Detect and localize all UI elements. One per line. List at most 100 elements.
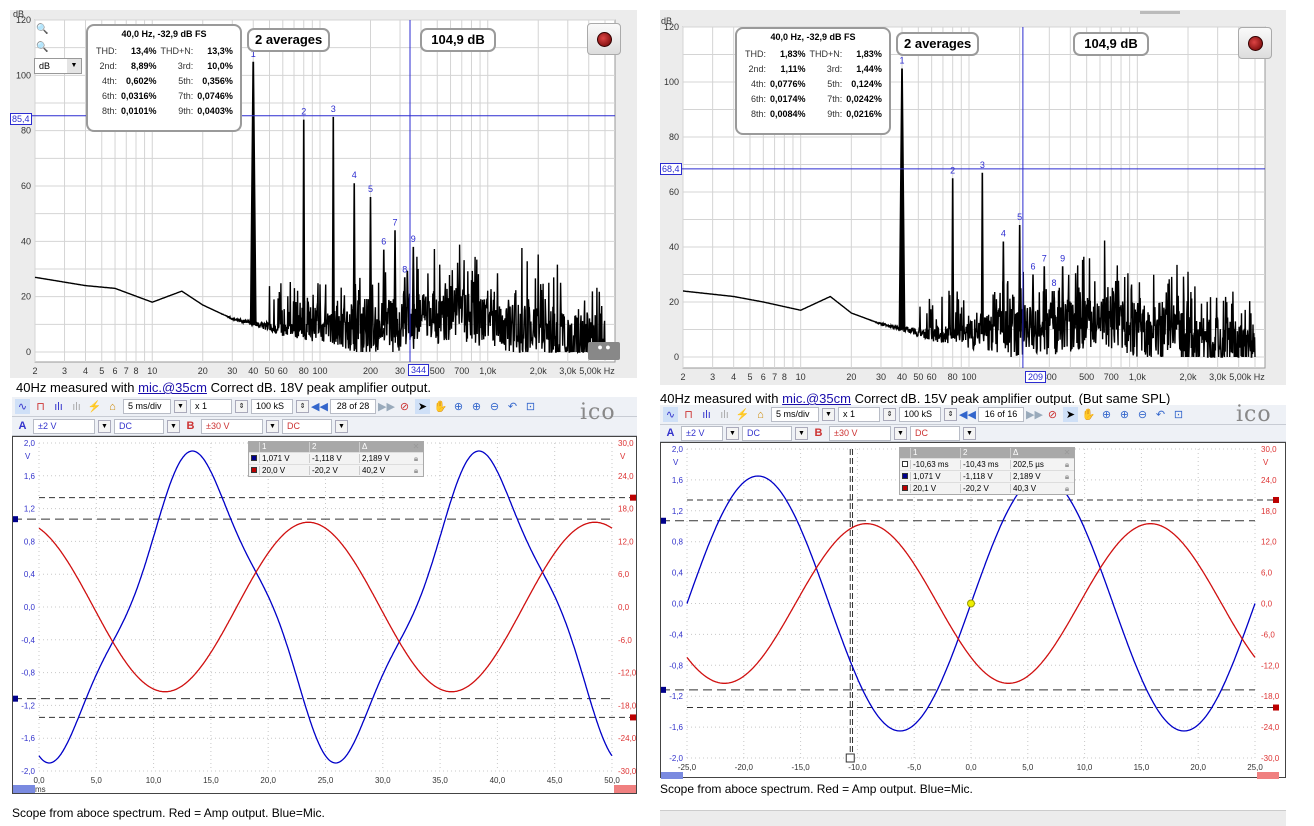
timebase-select[interactable]: 5 ms/div: [123, 399, 171, 414]
lock-icon[interactable]: 🔒︎: [413, 453, 419, 463]
trigger-icon[interactable]: ⚡: [87, 401, 102, 413]
next-buffer-icon[interactable]: ▶▶: [1026, 409, 1043, 421]
stop-button[interactable]: [587, 23, 621, 55]
zoom-fit-icon[interactable]: ⊡: [525, 401, 536, 413]
channel-b-range[interactable]: ±30 V: [201, 418, 263, 434]
spin-icon[interactable]: ⇕: [235, 400, 248, 413]
hand-icon[interactable]: ✋: [433, 401, 448, 413]
zoom-out-icon[interactable]: 🔍: [36, 42, 49, 53]
spin-icon[interactable]: ⇕: [883, 408, 896, 421]
buffer-index[interactable]: 16 of 16: [978, 407, 1024, 422]
close-icon[interactable]: ✕: [412, 442, 420, 451]
math-icon[interactable]: ılı: [72, 400, 81, 413]
mic-link[interactable]: mic.@35cm: [782, 391, 851, 406]
channel-b-icon[interactable]: B: [814, 427, 823, 439]
chevron-down-icon[interactable]: ▼: [726, 426, 739, 440]
channel-b-coupling[interactable]: DC: [910, 425, 960, 441]
persistence-mode-icon[interactable]: ⊓: [684, 409, 693, 421]
chevron-down-icon[interactable]: ▼: [266, 419, 279, 433]
lock-icon[interactable]: 🔒︎: [413, 465, 419, 475]
undo-zoom-icon[interactable]: ↶: [507, 401, 518, 413]
cursor-table[interactable]: 1 2 Δ ✕ -10,63 ms -10,43 ms 202,5 µs 🔒︎ 1,071 V-…: [899, 447, 1075, 495]
undo-zoom-icon[interactable]: ↶: [1155, 409, 1166, 421]
channel-a-range[interactable]: ±2 V: [33, 418, 95, 434]
zoom-out-icon[interactable]: ⊖: [1137, 409, 1148, 421]
home-icon[interactable]: ⌂: [757, 408, 764, 421]
cursor-table[interactable]: 1 2 Δ ✕ 1,071 V -1,118 V 2,189 V 🔒︎ 20,0 V -20,2 …: [248, 441, 424, 477]
channel-a-coupling[interactable]: DC: [114, 418, 164, 434]
x-tick-label: 2,0k: [530, 366, 548, 376]
chevron-down-icon[interactable]: ▼: [894, 426, 907, 440]
stop-button[interactable]: [1238, 27, 1272, 59]
spectrum-mode-icon[interactable]: ılı: [54, 400, 63, 413]
cursor-value: -1,118 V: [309, 454, 359, 463]
pointer-icon[interactable]: ➤: [1063, 407, 1078, 422]
channel-b-range[interactable]: ±30 V: [829, 425, 891, 441]
math-icon[interactable]: ılı: [720, 408, 729, 421]
pointer-icon[interactable]: ➤: [415, 399, 430, 414]
right-axis-tick: -12,0: [618, 669, 637, 678]
zoom-select[interactable]: x 1: [838, 407, 880, 422]
left-scope-caption: Scope from aboce spectrum. Red = Amp out…: [12, 806, 325, 820]
chevron-down-icon[interactable]: ▼: [822, 408, 835, 421]
lock-icon[interactable]: 🔒︎: [1064, 483, 1070, 493]
compass-icon[interactable]: ⊘: [399, 401, 410, 413]
prev-buffer-icon[interactable]: ◀◀: [311, 401, 328, 413]
zoom-in-icon[interactable]: ⊕: [1119, 409, 1130, 421]
chevron-down-icon[interactable]: ▼: [174, 400, 187, 413]
chevron-down-icon[interactable]: ▼: [167, 419, 180, 433]
samples-select[interactable]: 100 kS: [251, 399, 293, 414]
zoom-in-icon[interactable]: ⊕: [471, 401, 482, 413]
channel-a-coupling[interactable]: DC: [742, 425, 792, 441]
left-scope-chart[interactable]: 2,0 30,00,01,6 24,05,01,2 18,010,00,8 12,015…: [13, 437, 638, 795]
lock-icon[interactable]: 🔒︎: [1064, 459, 1070, 469]
channel-a-icon[interactable]: A: [666, 427, 675, 439]
spin-icon[interactable]: ⇕: [944, 408, 957, 421]
time-axis-tick: 5,0: [91, 776, 103, 785]
scope-mode-icon[interactable]: ∿: [15, 399, 30, 414]
next-buffer-icon[interactable]: ▶▶: [378, 401, 395, 413]
chevron-down-icon[interactable]: ▼: [335, 419, 348, 433]
prev-buffer-icon[interactable]: ◀◀: [959, 409, 976, 421]
scope-mode-icon[interactable]: ∿: [663, 407, 678, 422]
zoom-out-icon[interactable]: ⊖: [489, 401, 500, 413]
spin-icon[interactable]: ⇕: [296, 400, 309, 413]
zoom-fit-icon[interactable]: ⊡: [1173, 409, 1184, 421]
channel-a-range[interactable]: ±2 V: [681, 425, 723, 441]
trigger-icon[interactable]: ⚡: [735, 409, 750, 421]
left-axis-tick: 1,2: [24, 505, 36, 514]
right-axis-tick: 30,0: [1261, 445, 1277, 454]
close-icon[interactable]: ✕: [1063, 448, 1071, 457]
chevron-down-icon[interactable]: ▼: [98, 419, 111, 433]
lock-icon[interactable]: 🔒︎: [1064, 471, 1070, 481]
harmonic-label: 5: [368, 184, 373, 194]
zoom-icon[interactable]: ⊕: [1101, 409, 1112, 421]
harmonics-table: THD: 1,83% THD+N: 1,83% 2nd: 1,11% 3rd: 1,44% 4t…: [743, 46, 884, 121]
x-tick-label: 500: [1079, 372, 1094, 382]
zoom-select[interactable]: x 1: [190, 399, 232, 414]
chevron-down-icon[interactable]: ▼: [795, 426, 808, 440]
cursor-value: -10,63 ms: [910, 460, 960, 469]
buffer-index[interactable]: 28 of 28: [330, 399, 376, 414]
window-scrollbar[interactable]: [1140, 11, 1180, 14]
mic-link[interactable]: mic.@35cm: [138, 380, 207, 395]
channel-b-icon[interactable]: B: [186, 420, 195, 432]
cursor-col-header: 2: [960, 448, 1010, 458]
persistence-mode-icon[interactable]: ⊓: [36, 401, 45, 413]
right-scope-chart[interactable]: 2,0 30,0 -25,0 1,6 24,0 -20,0 1,2 18,0 -15,0 0,8 1…: [661, 443, 1287, 779]
compass-icon[interactable]: ⊘: [1047, 409, 1058, 421]
timebase-select[interactable]: 5 ms/div: [771, 407, 819, 422]
x-tick-label: 3,0k: [559, 366, 577, 376]
settings-corner-icon[interactable]: ● ●: [588, 342, 620, 360]
channel-a-icon[interactable]: A: [18, 420, 27, 432]
chevron-down-icon[interactable]: ▼: [963, 426, 976, 440]
zoom-icon[interactable]: ⊕: [453, 401, 464, 413]
home-icon[interactable]: ⌂: [109, 400, 116, 413]
hand-icon[interactable]: ✋: [1081, 409, 1096, 421]
zoom-in-icon[interactable]: 🔍: [36, 24, 49, 35]
samples-select[interactable]: 100 kS: [899, 407, 941, 422]
thd-info-box: 40,0 Hz, -32,9 dB FS THD: 1,83% THD+N: 1,83%…: [735, 27, 891, 135]
spectrum-mode-icon[interactable]: ılı: [702, 408, 711, 421]
unit-select[interactable]: dB ▼: [34, 58, 82, 74]
channel-b-coupling[interactable]: DC: [282, 418, 332, 434]
